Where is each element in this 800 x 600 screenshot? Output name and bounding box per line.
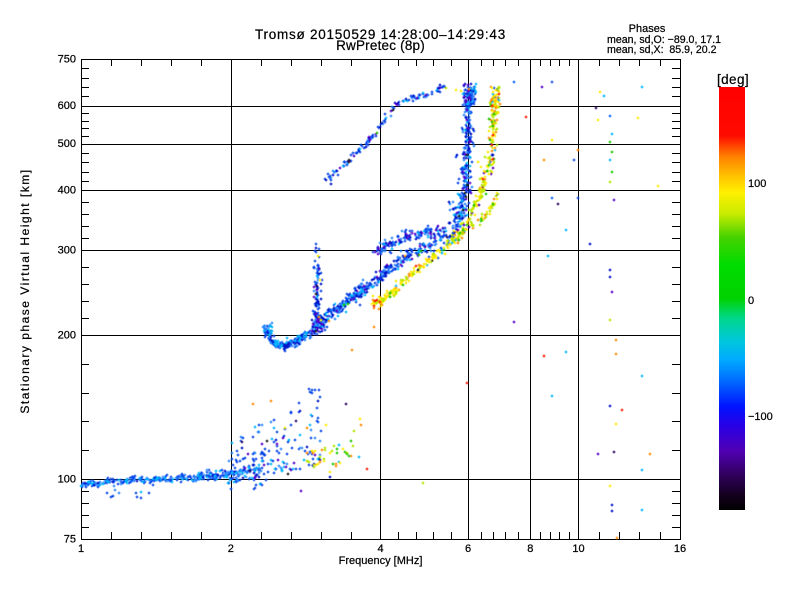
svg-text:4: 4 xyxy=(377,543,383,555)
svg-text:Tromsø 20150529 14:28:00–14:29: Tromsø 20150529 14:28:00–14:29:43 xyxy=(255,27,506,42)
svg-text:[deg]: [deg] xyxy=(717,72,749,87)
svg-text:100: 100 xyxy=(58,474,76,486)
svg-text:1: 1 xyxy=(78,543,84,555)
svg-text:2: 2 xyxy=(228,543,234,555)
svg-text:Phases: Phases xyxy=(629,23,666,35)
svg-text:500: 500 xyxy=(58,138,76,150)
svg-text:100: 100 xyxy=(748,178,766,190)
svg-text:750: 750 xyxy=(58,54,76,66)
svg-text:10: 10 xyxy=(572,543,584,555)
svg-text:400: 400 xyxy=(58,185,76,197)
svg-text:600: 600 xyxy=(58,100,76,112)
svg-text:0: 0 xyxy=(748,295,754,307)
svg-text:300: 300 xyxy=(58,245,76,257)
svg-text:8: 8 xyxy=(527,543,533,555)
svg-text:−100: −100 xyxy=(748,411,773,423)
svg-text:Frequency [MHz]: Frequency [MHz] xyxy=(339,555,423,567)
svg-text:6: 6 xyxy=(465,543,471,555)
svg-text:200: 200 xyxy=(58,329,76,341)
svg-text:75: 75 xyxy=(64,534,76,546)
svg-text:mean, sd,O: −89.0, 17.1: mean, sd,O: −89.0, 17.1 xyxy=(607,34,721,46)
svg-text:16: 16 xyxy=(674,543,686,555)
svg-text:mean, sd,X: 85.9, 20.2: mean, sd,X: 85.9, 20.2 xyxy=(607,44,717,56)
svg-text:RwPretec (8p): RwPretec (8p) xyxy=(336,38,425,53)
svg-text:Stationary phase Virtual Heigh: Stationary phase Virtual Height [km] xyxy=(18,168,32,413)
